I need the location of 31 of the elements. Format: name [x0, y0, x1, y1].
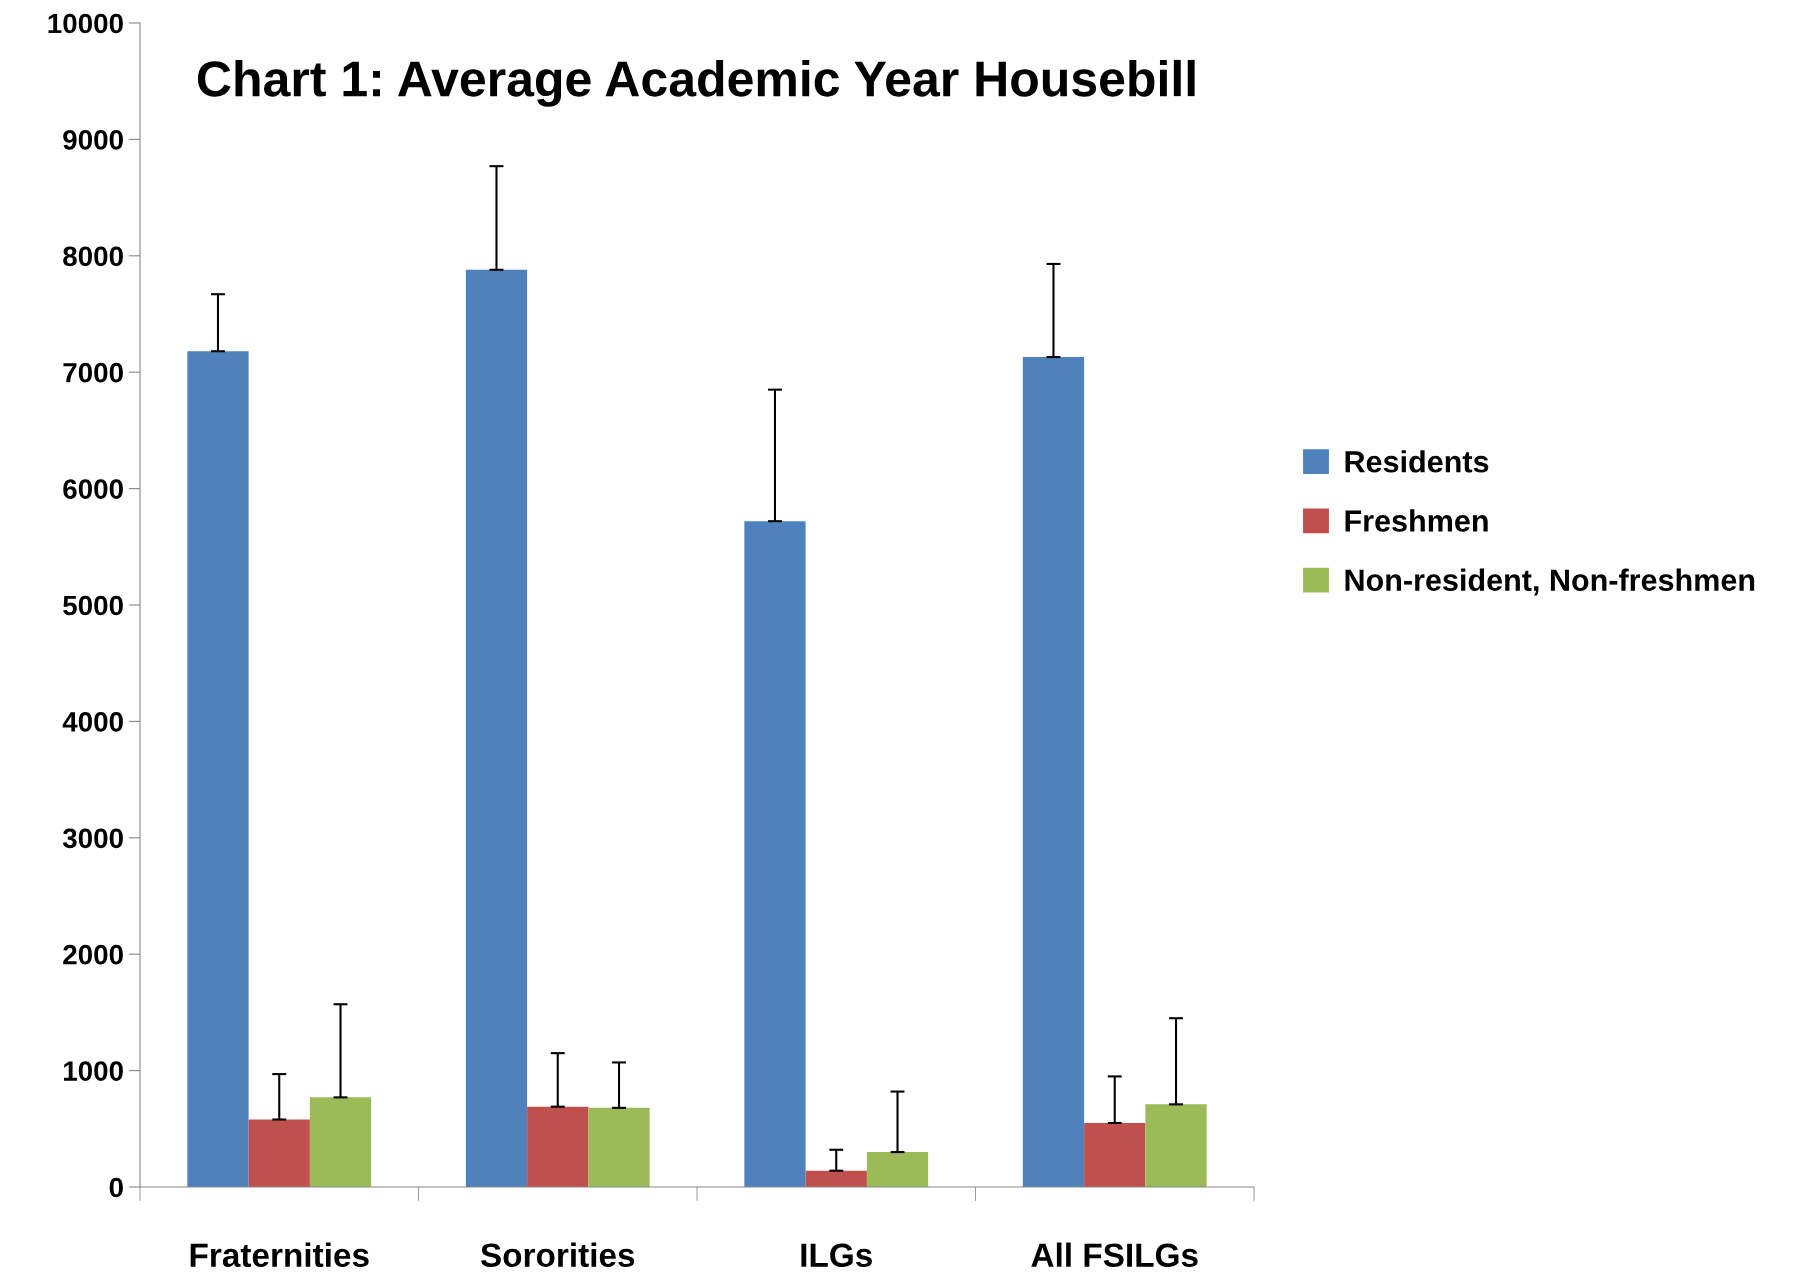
legend-label: Freshmen	[1345, 509, 1488, 532]
y-tick-label: 8000	[63, 246, 123, 267]
text: Chart 1: Average Academic Year Housebill	[197, 59, 1195, 107]
bar	[1145, 1104, 1207, 1187]
bar	[1022, 357, 1085, 1187]
y-tick-label: 2000	[63, 944, 123, 965]
x-tick-label: Sororities	[480, 1242, 635, 1268]
y-tick-label: 6000	[63, 479, 123, 499]
y-tick-label: 7000	[63, 362, 123, 383]
y-tick-label: 10000	[48, 13, 123, 34]
y-tick-label: 0	[109, 1177, 123, 1198]
bar	[805, 1170, 867, 1187]
y-tick-label: 1000	[63, 1061, 123, 1081]
x-tick-label: Fraternities	[190, 1242, 369, 1268]
bar	[309, 1097, 372, 1187]
legend-label: Non-resident, Non-freshmen	[1345, 568, 1755, 596]
bar	[187, 351, 249, 1187]
bar	[527, 1106, 589, 1187]
x-tick-label: ILGs	[801, 1243, 872, 1268]
x-tick-label: All FSILGs	[1031, 1242, 1198, 1268]
bar	[1084, 1122, 1146, 1187]
legend-label: Residents	[1345, 450, 1489, 473]
bar	[248, 1119, 310, 1187]
bar	[866, 1152, 929, 1187]
y-tick-label: 3000	[62, 828, 123, 849]
y-tick-label: 5000	[63, 595, 123, 616]
y-tick-label: 4000	[62, 712, 123, 732]
y-tick-label: 9000	[63, 130, 123, 150]
bar	[588, 1107, 650, 1187]
bar	[744, 521, 806, 1187]
bar	[465, 269, 528, 1187]
